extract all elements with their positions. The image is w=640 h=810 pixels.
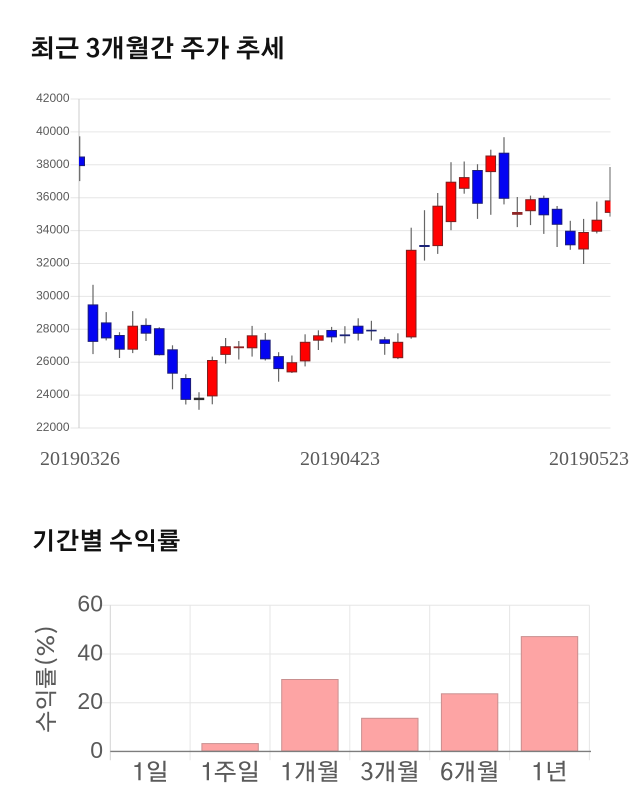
svg-text:20190523: 20190523 [549,448,629,470]
svg-text:38000: 38000 [36,157,70,171]
svg-text:42000: 42000 [36,91,70,105]
svg-text:40000: 40000 [36,124,70,138]
svg-text:28000: 28000 [36,321,70,335]
svg-text:36000: 36000 [36,190,70,204]
svg-text:40: 40 [77,639,103,665]
svg-text:34000: 34000 [36,223,70,237]
svg-text:22000: 22000 [36,420,70,434]
svg-text:0: 0 [90,737,103,763]
svg-text:26000: 26000 [36,354,70,368]
svg-text:20190423: 20190423 [300,448,380,470]
svg-text:20: 20 [77,688,103,714]
svg-text:32000: 32000 [36,256,70,270]
svg-text:60: 60 [77,591,103,617]
svg-text:24000: 24000 [36,387,70,401]
svg-text:20190326: 20190326 [40,448,120,470]
svg-text:30000: 30000 [36,288,70,302]
